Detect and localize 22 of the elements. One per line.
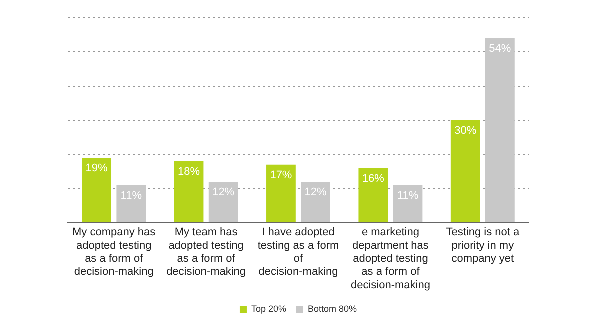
bar [82,158,112,222]
x-tick-label: e marketing department has adopted testing as a form of decision-making [350,226,430,292]
bar [358,168,388,222]
bar [450,120,480,222]
legend-label: Top 20% [251,304,287,314]
bar [208,182,238,222]
x-tick-label: Testing is not a priority in my company yet [446,226,520,266]
bar [116,185,146,222]
legend-label: Bottom 80% [308,304,358,314]
data-label: 19% [86,162,108,175]
bar [393,185,423,222]
x-tick-label: My team has adopted testing as a form of decision-making [166,226,246,278]
bar [174,162,204,222]
bar [301,182,330,222]
bar [266,164,296,222]
data-label: 18% [178,166,200,178]
bar [485,38,515,222]
x-tick-label: My company has adopted testing as a form of decision-making [72,226,156,278]
data-label: 17% [270,169,292,182]
data-label: 16% [362,172,385,185]
data-label: 30% [454,125,477,138]
x-tick-label: I have adopted testing as a form of decision-making [258,226,340,278]
